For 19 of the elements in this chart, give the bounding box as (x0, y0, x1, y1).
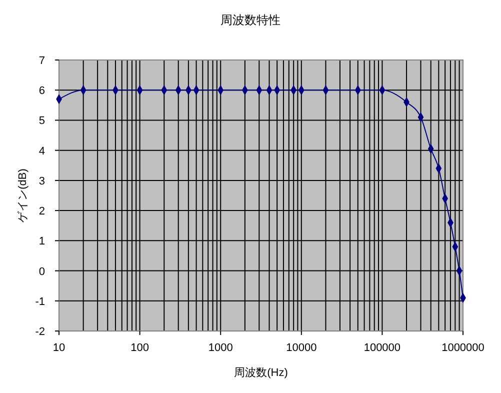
y-tick-label: 3 (38, 175, 45, 188)
x-tick-label: 10000 (286, 342, 317, 354)
y-tick-label: -2 (35, 326, 45, 338)
y-tick-label: 0 (38, 266, 45, 278)
y-tick-label: 2 (38, 206, 45, 218)
x-tick-label: 100 (130, 342, 149, 354)
y-tick-label: 7 (38, 55, 45, 67)
y-tick-label: 6 (38, 85, 45, 98)
y-tick-label: 5 (38, 115, 45, 128)
y-tick-label: -1 (35, 296, 45, 308)
x-tick-label: 10 (52, 342, 66, 354)
x-tick-label: 1000000 (442, 342, 484, 354)
x-axis-title: 周波数(Hz) (234, 366, 288, 379)
x-tick-label: 100000 (364, 342, 401, 354)
y-tick-label: 1 (38, 236, 45, 248)
y-axis-title: ゲイン(dB) (17, 168, 29, 222)
y-tick-label: 4 (38, 145, 45, 158)
chart-title: 周波数特性 (220, 13, 280, 27)
x-tick-label: 1000 (208, 342, 233, 354)
